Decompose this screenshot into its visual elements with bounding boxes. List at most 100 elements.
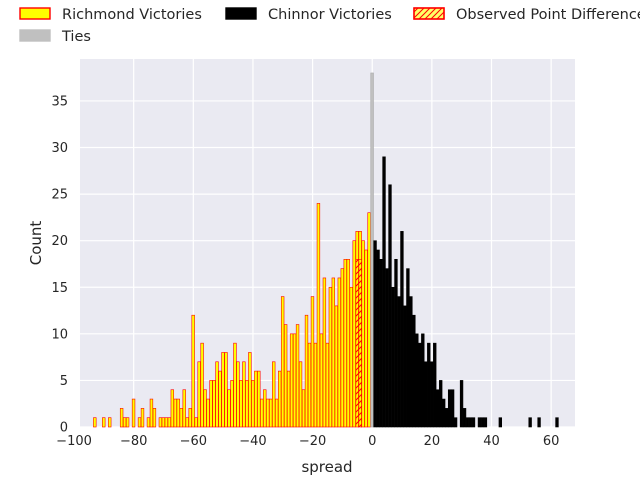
histogram-bar bbox=[346, 259, 350, 428]
histogram-bar bbox=[301, 389, 306, 428]
histogram-bar bbox=[167, 417, 172, 428]
histogram-bar bbox=[200, 342, 204, 428]
histogram-bar bbox=[108, 417, 112, 428]
histogram-bar bbox=[149, 398, 154, 428]
histogram-bar bbox=[254, 370, 258, 428]
legend-swatch bbox=[19, 29, 51, 42]
histogram-bar bbox=[269, 398, 273, 428]
legend-label: Ties bbox=[61, 29, 91, 45]
histogram-bar bbox=[382, 156, 386, 428]
histogram-bar bbox=[307, 342, 312, 428]
legend-label: Observed Point Difference bbox=[456, 7, 640, 23]
histogram-bar bbox=[316, 203, 321, 428]
histogram-bar bbox=[322, 277, 327, 428]
histogram-bar bbox=[197, 361, 201, 428]
histogram-bar bbox=[498, 417, 503, 428]
legend-entry: Ties bbox=[19, 29, 91, 45]
histogram-bar bbox=[397, 296, 401, 428]
histogram-bar bbox=[179, 408, 183, 428]
histogram-bar bbox=[388, 184, 392, 428]
histogram-bar bbox=[385, 268, 389, 428]
histogram-bar bbox=[436, 389, 440, 428]
histogram-bar bbox=[272, 361, 276, 428]
histogram-bar bbox=[182, 389, 186, 428]
histogram-bar bbox=[173, 398, 177, 428]
x-tick-labels: −100 −80 −60 −40 −20 0 20 40 60 bbox=[56, 434, 559, 449]
y-tick-label: 25 bbox=[51, 188, 68, 203]
histogram-bar bbox=[266, 398, 270, 428]
histogram-bar bbox=[468, 417, 473, 428]
histogram-bar bbox=[215, 361, 219, 428]
histogram-bar bbox=[275, 398, 279, 428]
histogram-bar bbox=[289, 333, 294, 428]
histogram-bar bbox=[462, 408, 467, 428]
histogram-bar bbox=[328, 286, 333, 428]
histogram-bar bbox=[206, 398, 210, 428]
histogram-bar bbox=[424, 361, 428, 428]
histogram-bar bbox=[334, 305, 338, 428]
histogram-bar bbox=[203, 389, 207, 428]
legend-swatch bbox=[19, 7, 51, 20]
y-tick-labels: 0 5 10 15 20 25 30 35 bbox=[51, 94, 68, 435]
histogram-bar bbox=[325, 342, 330, 428]
histogram-bar bbox=[313, 342, 318, 428]
histogram-bar bbox=[331, 277, 336, 428]
histogram-bar bbox=[343, 259, 347, 428]
y-tick-label: 30 bbox=[51, 141, 68, 156]
legend-entry: Chinnor Victories bbox=[225, 7, 392, 23]
x-tick-label: 20 bbox=[424, 434, 441, 449]
histogram-bar bbox=[298, 361, 303, 428]
histogram-bar bbox=[158, 417, 163, 428]
histogram-bar bbox=[233, 342, 237, 428]
histogram-bar bbox=[251, 380, 255, 428]
histogram-bar bbox=[537, 417, 541, 428]
histogram-bar bbox=[418, 342, 422, 428]
histogram-bar bbox=[137, 417, 142, 428]
histogram-bar bbox=[146, 417, 151, 428]
histogram-bar bbox=[239, 380, 243, 428]
histogram-bar bbox=[170, 389, 174, 428]
x-tick-label: −80 bbox=[120, 434, 147, 449]
histogram-bar bbox=[412, 314, 416, 428]
histogram-bar bbox=[122, 417, 127, 428]
histogram-bar bbox=[376, 249, 380, 428]
histogram-bar bbox=[394, 259, 398, 428]
histogram-bar bbox=[295, 324, 300, 428]
histogram-bar bbox=[361, 240, 365, 428]
x-axis-label: spread bbox=[301, 458, 352, 476]
histogram-bar bbox=[447, 389, 452, 428]
y-tick-label: 0 bbox=[60, 421, 68, 436]
y-axis-label: Count bbox=[27, 221, 45, 266]
histogram-bar bbox=[152, 408, 157, 428]
histogram-bar bbox=[427, 342, 431, 428]
histogram-bar bbox=[140, 408, 145, 428]
histogram-bar bbox=[528, 417, 532, 428]
histogram-bar bbox=[555, 417, 559, 428]
histogram-bar bbox=[400, 231, 404, 428]
histogram-bar bbox=[450, 389, 455, 428]
histogram-bar bbox=[218, 370, 222, 428]
histogram-bar bbox=[131, 398, 136, 428]
legend-label: Richmond Victories bbox=[62, 7, 202, 23]
histogram-bar bbox=[125, 417, 130, 428]
histogram-bar bbox=[442, 398, 446, 428]
x-tick-label: 0 bbox=[368, 434, 376, 449]
histogram-bar bbox=[242, 361, 246, 428]
y-tick-label: 15 bbox=[51, 281, 68, 296]
histogram-bar bbox=[280, 296, 285, 428]
histogram-bar bbox=[310, 296, 315, 428]
histogram-bar bbox=[221, 352, 225, 428]
legend-swatch-hatch bbox=[413, 7, 445, 20]
histogram-bar bbox=[373, 240, 377, 428]
bars bbox=[93, 72, 559, 428]
histogram-bar bbox=[263, 389, 267, 428]
histogram-bar bbox=[483, 417, 488, 428]
histogram-bar bbox=[245, 380, 249, 428]
histogram-bar bbox=[364, 249, 368, 428]
histogram-bar bbox=[119, 408, 124, 428]
x-tick-label: −20 bbox=[299, 434, 326, 449]
histogram-bar bbox=[403, 305, 407, 428]
histogram-bar bbox=[185, 417, 189, 428]
histogram-bar bbox=[340, 268, 344, 428]
x-tick-label: 40 bbox=[483, 434, 500, 449]
